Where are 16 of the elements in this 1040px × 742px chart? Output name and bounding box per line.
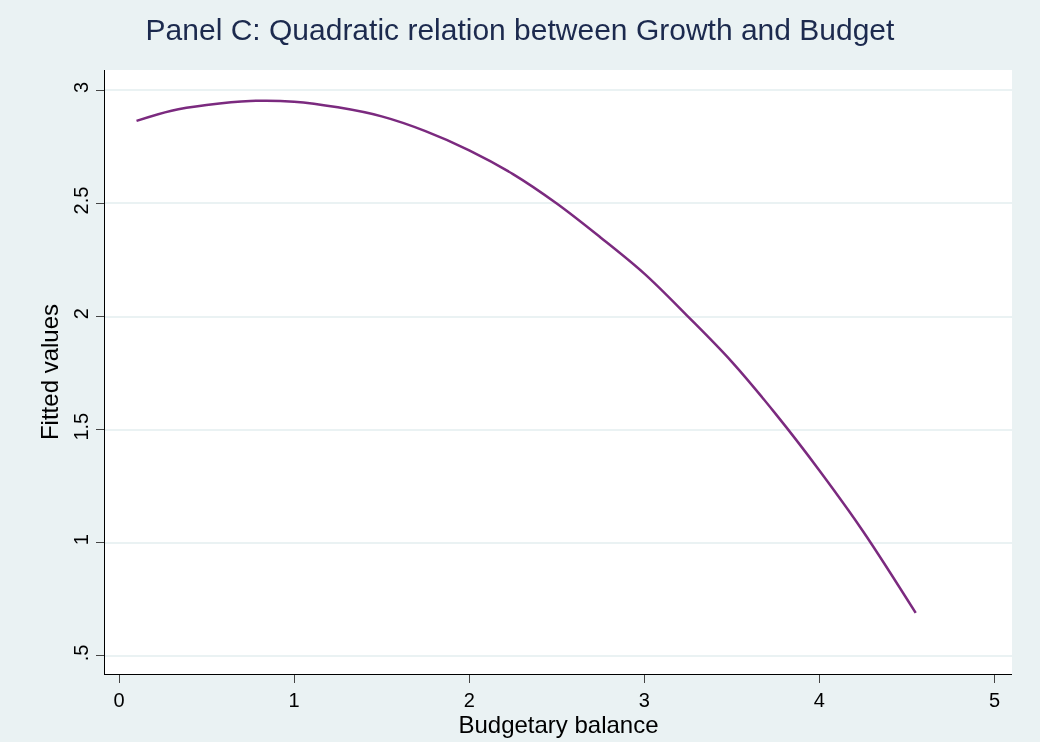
y-tick-label: 1.5 bbox=[70, 412, 92, 441]
y-axis-title: Fitted values bbox=[36, 303, 64, 441]
x-tick-label: 1 bbox=[288, 689, 300, 711]
y-tick-label: 3 bbox=[70, 81, 92, 93]
x-tick-label: 3 bbox=[638, 689, 650, 711]
y-tick-label: .5 bbox=[70, 644, 92, 662]
y-tick-label: 2.5 bbox=[70, 186, 92, 215]
x-tick-label: 0 bbox=[113, 689, 125, 711]
line-series bbox=[135, 99, 917, 615]
x-axis-title: Budgetary balance bbox=[458, 711, 659, 738]
x-tick-label: 2 bbox=[463, 689, 475, 711]
x-tick-label: 4 bbox=[813, 689, 825, 711]
y-tick-label: 1 bbox=[70, 534, 92, 546]
chart-title: Panel C: Quadratic relation between Growth and Budget bbox=[145, 12, 896, 46]
x-tick-label: 5 bbox=[988, 689, 1001, 711]
y-tick-label: 2 bbox=[70, 308, 92, 320]
